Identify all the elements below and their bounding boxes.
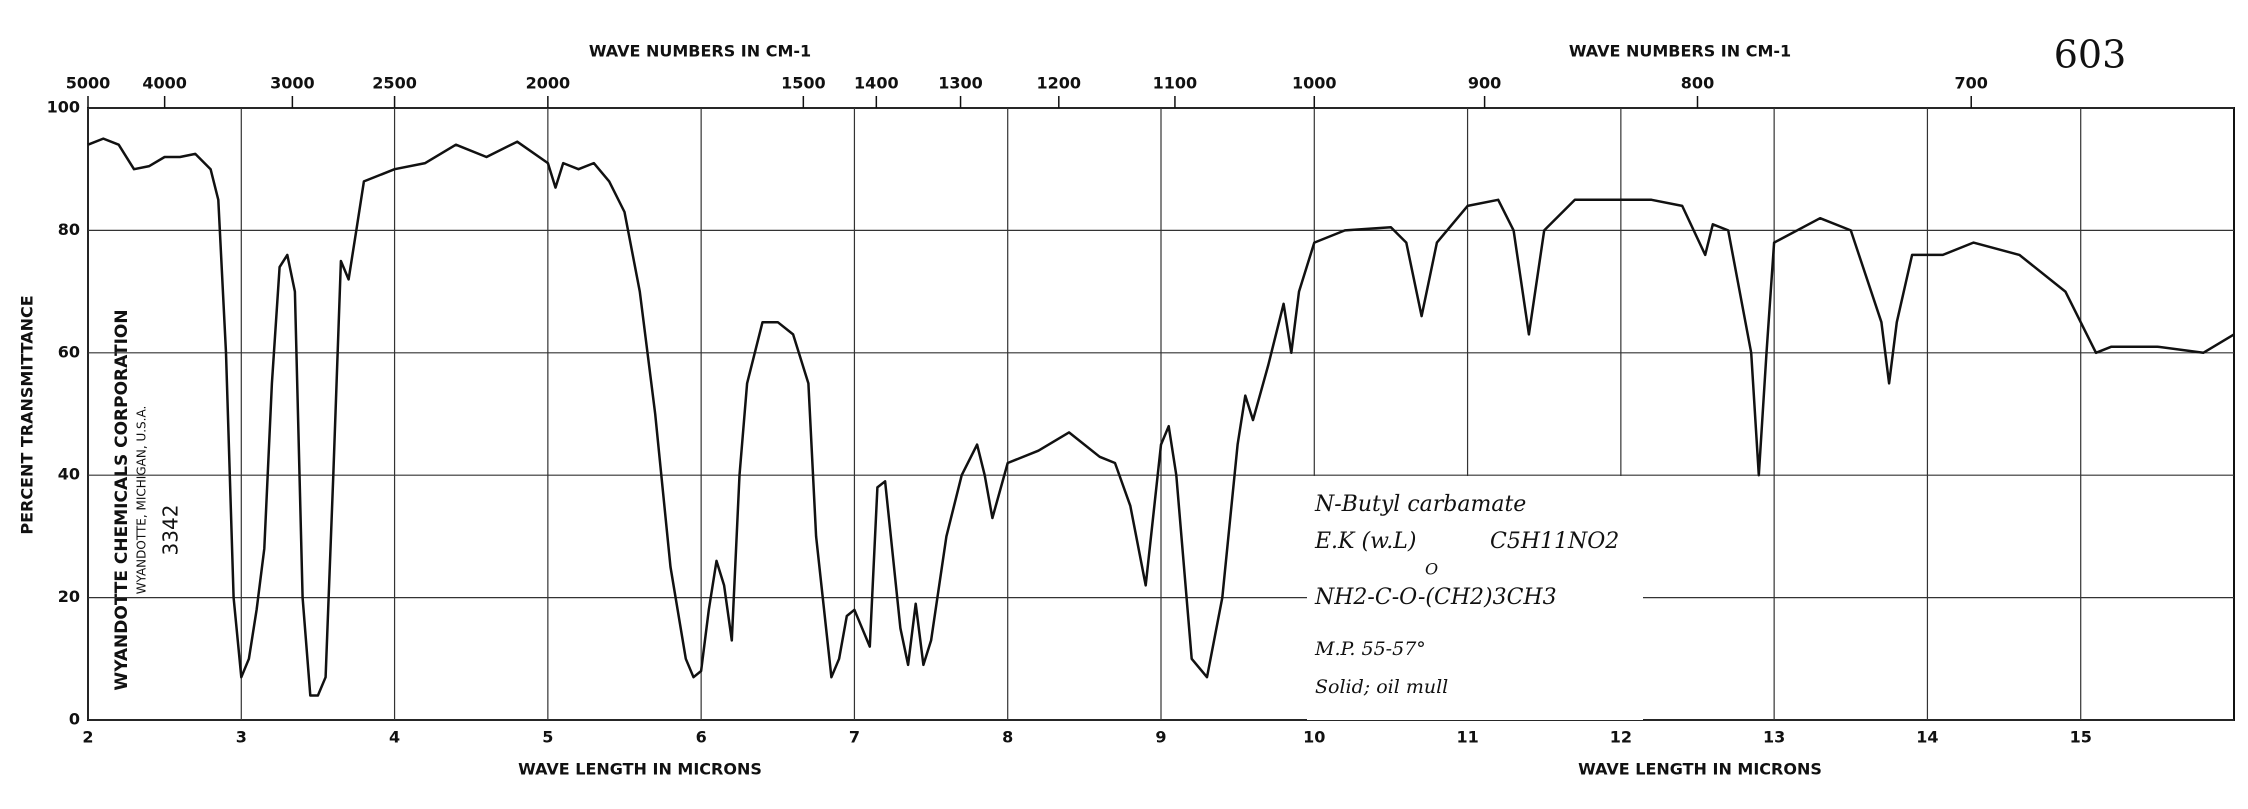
x2-tick-label: 1400 [854,74,899,93]
y-tick-label: 20 [58,587,80,606]
x2-tick-label: 2500 [372,74,417,93]
x-tick-label: 4 [389,728,400,747]
annotation: N-Butyl carbamate [1314,492,1526,517]
x2-tick-label: 1200 [1037,74,1082,93]
annotation: NH2-C-O-(CH2)3CH3 [1314,585,1557,610]
x2-tick-label: 1100 [1153,74,1198,93]
x2-tick-label: 4000 [142,74,187,93]
annotation: E.K (w.L) [1314,529,1416,554]
annotation: C5H11NO2 [1490,529,1619,554]
x-tick-label: 14 [1916,728,1938,747]
y-tick-label: 0 [69,710,80,729]
x-tick-label: 3 [236,728,247,747]
top-axis-label: WAVE NUMBERS IN CM-1 [589,42,811,61]
maker: WYANDOTTE CHEMICALS CORPORATION [112,309,132,690]
x-axis-label: WAVE LENGTH IN MICRONS [518,760,762,779]
page-number: 603 [2054,33,2127,77]
x-axis-label: WAVE LENGTH IN MICRONS [1578,760,1822,779]
x2-tick-label: 1300 [938,74,983,93]
x-tick-label: 2 [82,728,93,747]
x2-tick-label: 800 [1681,74,1714,93]
annotation-box [1307,476,1643,720]
x2-tick-label: 900 [1468,74,1501,93]
maker-address: WYANDOTTE, MICHIGAN, U.S.A. [135,406,149,595]
y-tick-label: 100 [47,98,80,117]
y-axis-label: PERCENT TRANSMITTANCE [18,295,37,534]
annotation: Solid; oil mull [1315,676,1448,698]
x2-tick-label: 3000 [270,74,315,93]
x2-tick-label: 1000 [1292,74,1337,93]
sample-number: 3342 [159,505,183,556]
x2-tick-label: 2000 [526,74,571,93]
x-tick-label: 8 [1002,728,1013,747]
spectrum-line [87,137,2235,697]
x-tick-label: 12 [1610,728,1632,747]
x2-tick-label: 1500 [781,74,826,93]
x2-tick-label: 5000 [66,74,111,93]
x-tick-label: 13 [1763,728,1785,747]
x-tick-label: 5 [542,728,553,747]
annotation: M.P. 55-57° [1314,638,1426,660]
y-tick-label: 40 [58,465,80,484]
y-tick-label: 80 [58,220,80,239]
x-tick-label: 7 [849,728,860,747]
x-tick-label: 9 [1155,728,1166,747]
annotation: O [1425,560,1438,579]
x-tick-label: 10 [1303,728,1325,747]
x-tick-label: 15 [2070,728,2092,747]
x-tick-label: 6 [696,728,707,747]
x2-tick-label: 700 [1955,74,1988,93]
top-axis-label: WAVE NUMBERS IN CM-1 [1569,42,1791,61]
y-tick-label: 60 [58,342,80,361]
x-tick-label: 11 [1456,728,1478,747]
